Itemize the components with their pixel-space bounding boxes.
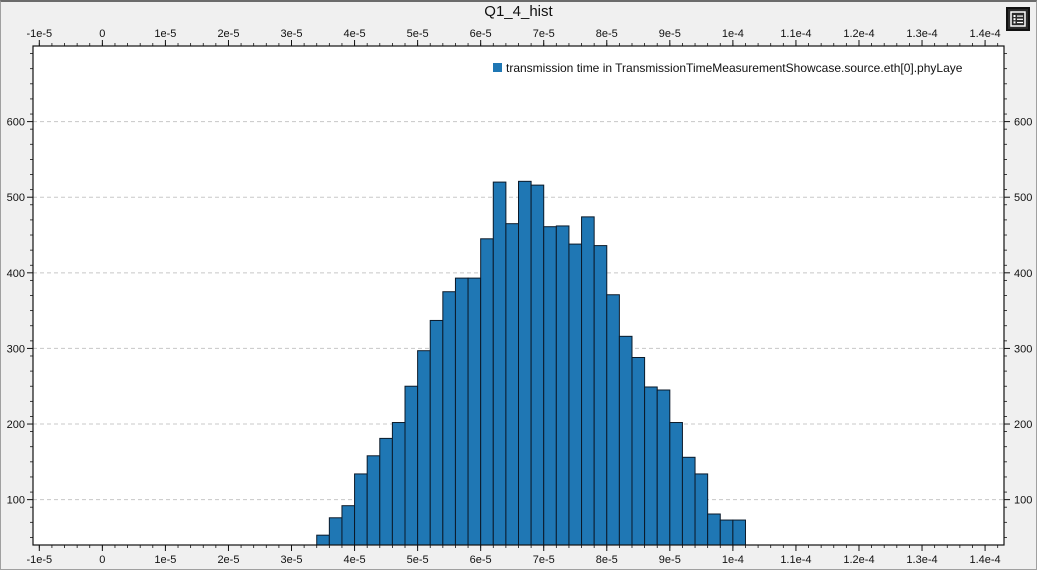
histogram-bar [391, 422, 406, 546]
x-tick-label-top: 5e-5 [407, 28, 429, 40]
histogram-bar [417, 350, 431, 546]
x-tick-label-bottom: 1e-4 [722, 554, 744, 566]
x-tick-label-bottom: 3e-5 [280, 554, 302, 566]
x-tick-label-bottom: 1.2e-4 [843, 554, 874, 566]
histogram-bar [530, 184, 545, 546]
x-tick-label-bottom: 7e-5 [533, 554, 555, 566]
x-tick-label-top: 1e-4 [722, 28, 744, 40]
histogram-bar [694, 473, 709, 546]
histogram-bar [606, 294, 620, 546]
y-tick-label-right: 600 [1014, 117, 1032, 129]
histogram-bar [631, 356, 646, 546]
x-tick-label-top: 2e-5 [217, 28, 239, 40]
y-tick-label-right: 100 [1014, 495, 1032, 507]
histogram-bar [505, 223, 520, 546]
x-tick-label-bottom: 2e-5 [217, 554, 239, 566]
histogram-bar [480, 238, 494, 546]
x-tick-label-top: 9e-5 [659, 28, 681, 40]
x-tick-label-top: -1e-5 [26, 28, 52, 40]
histogram-bar [492, 181, 507, 546]
histogram-bar [681, 456, 696, 546]
y-tick-label-left: 300 [7, 343, 25, 355]
histogram-bar [442, 291, 456, 546]
histogram-bar [707, 513, 721, 546]
x-tick-label-top: 1e-5 [154, 28, 176, 40]
x-tick-label-top: 1.3e-4 [906, 28, 937, 40]
histogram-bar [354, 473, 368, 546]
y-tick-label-right: 200 [1014, 419, 1032, 431]
x-tick-label-top: 0 [99, 28, 105, 40]
x-tick-label-bottom: 1.4e-4 [969, 554, 1000, 566]
x-tick-label-top: 1.4e-4 [969, 28, 1000, 40]
histogram-bar [429, 319, 444, 546]
legend-label: transmission time in TransmissionTimeMea… [506, 61, 963, 75]
x-tick-label-bottom: 1.3e-4 [906, 554, 937, 566]
x-tick-label-bottom: 1e-5 [154, 554, 176, 566]
x-tick-label-bottom: 0 [99, 554, 105, 566]
x-tick-label-top: 1.2e-4 [843, 28, 874, 40]
histogram-bar [555, 225, 570, 546]
x-tick-label-top: 7e-5 [533, 28, 555, 40]
histogram-bar [316, 534, 330, 546]
histogram-bar [732, 519, 746, 546]
y-tick-label-left: 200 [7, 419, 25, 431]
x-tick-label-top: 8e-5 [596, 28, 618, 40]
x-tick-label-top: 1.1e-4 [780, 28, 811, 40]
y-tick-label-left: 500 [7, 192, 25, 204]
histogram-bar [568, 243, 583, 546]
histogram-bar [341, 505, 356, 546]
x-tick-label-bottom: -1e-5 [26, 554, 52, 566]
y-tick-label-right: 400 [1014, 268, 1032, 280]
histogram-bar [366, 455, 381, 546]
x-tick-label-bottom: 5e-5 [407, 554, 429, 566]
x-tick-label-bottom: 4e-5 [344, 554, 366, 566]
y-tick-label-right: 500 [1014, 192, 1032, 204]
x-tick-label-top: 3e-5 [280, 28, 302, 40]
histogram-bar [593, 245, 608, 546]
histogram-bar [669, 422, 683, 546]
list-icon [1010, 11, 1026, 27]
histogram-bar [719, 519, 734, 546]
histogram-bar [618, 335, 633, 546]
y-tick-label-left: 400 [7, 268, 25, 280]
x-tick-label-bottom: 6e-5 [470, 554, 492, 566]
histogram-bar [404, 385, 419, 546]
x-tick-label-top: 6e-5 [470, 28, 492, 40]
y-tick-label-left: 100 [7, 495, 25, 507]
histogram-bar [379, 437, 393, 546]
histogram-bar [644, 386, 658, 546]
histogram-bar [454, 277, 469, 546]
y-tick-label-right: 300 [1014, 343, 1032, 355]
y-tick-label-left: 600 [7, 117, 25, 129]
histogram-bar [656, 389, 671, 546]
legend-toggle-button[interactable] [1006, 7, 1030, 31]
x-tick-label-bottom: 1.1e-4 [780, 554, 811, 566]
legend: transmission time in TransmissionTimeMea… [493, 61, 963, 75]
legend-swatch [493, 63, 502, 72]
x-tick-label-bottom: 8e-5 [596, 554, 618, 566]
histogram-bar [543, 226, 557, 546]
histogram-bar [467, 277, 482, 546]
x-tick-label-bottom: 9e-5 [659, 554, 681, 566]
histogram-bar [518, 180, 532, 546]
histogram-bar [328, 517, 343, 546]
histogram-bar [581, 216, 595, 546]
x-tick-label-top: 4e-5 [344, 28, 366, 40]
chart-title: Q1_4_hist [484, 3, 553, 20]
